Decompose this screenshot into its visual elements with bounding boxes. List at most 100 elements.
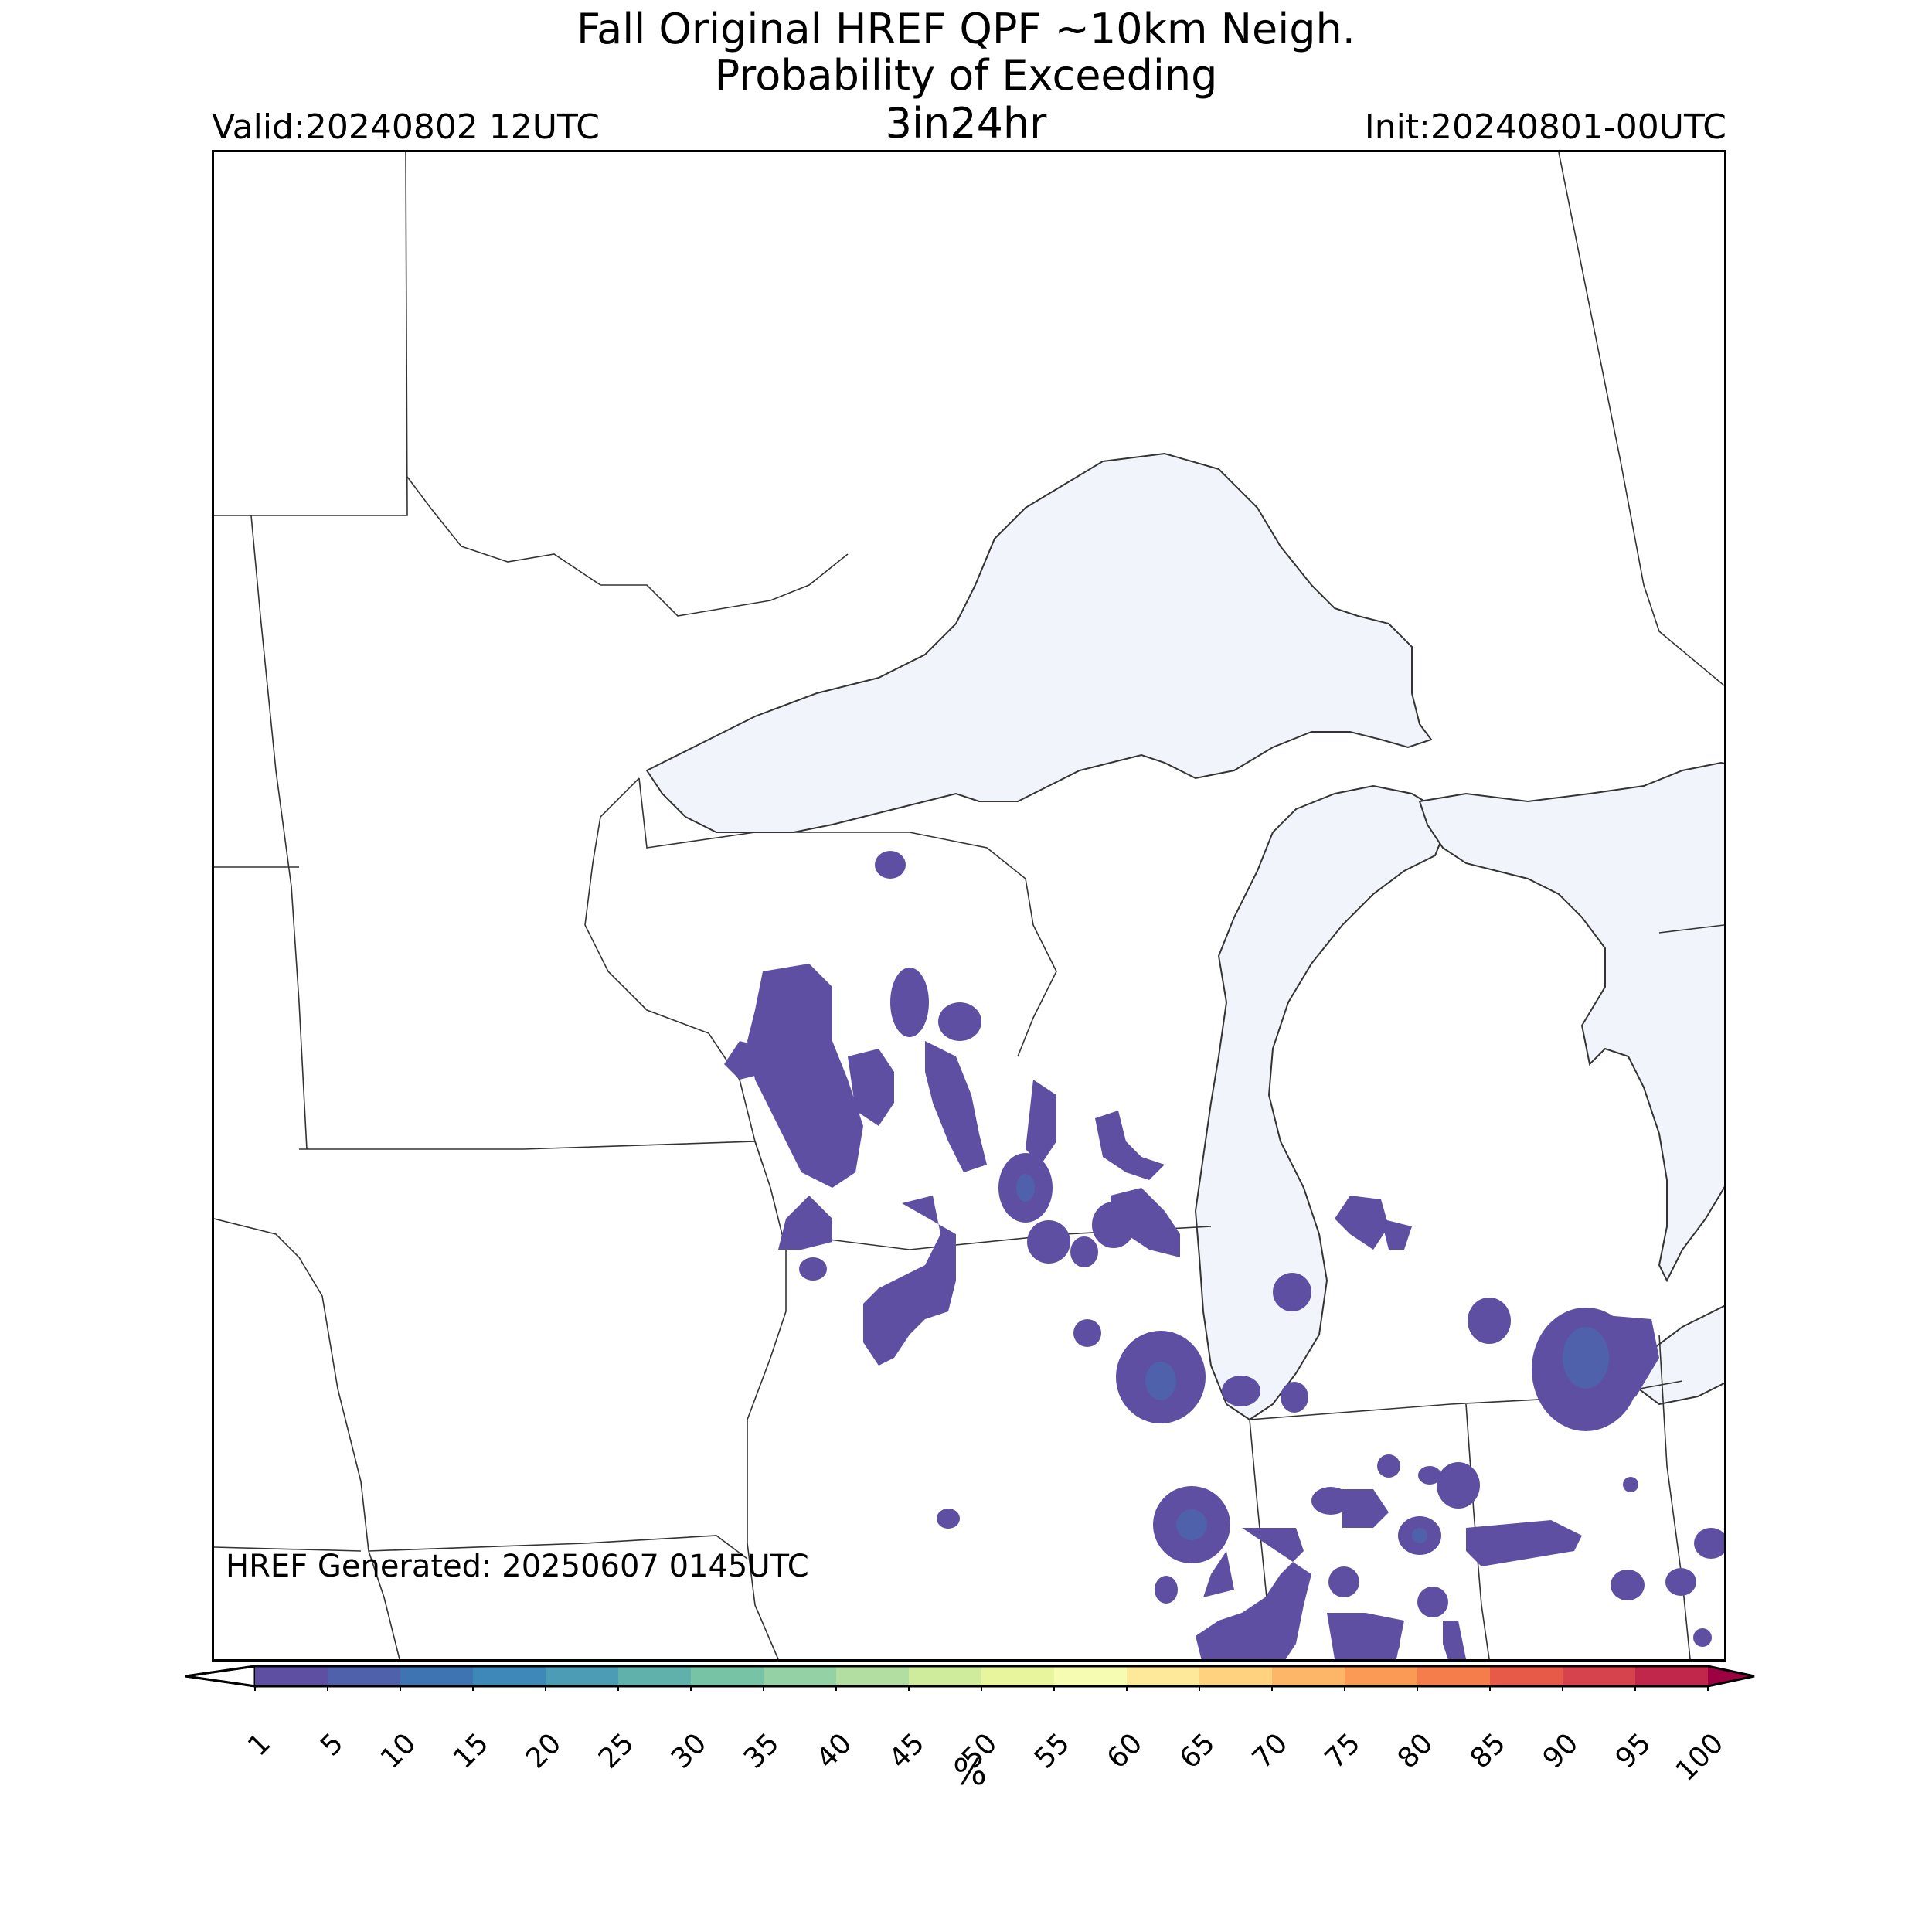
prob-area-high (1412, 1528, 1427, 1543)
prob-area-high (1563, 1327, 1609, 1389)
map-panel[interactable] (212, 150, 1726, 1662)
prob-area (848, 1049, 894, 1126)
colorbar-segment (691, 1666, 764, 1686)
border-line (368, 1535, 748, 1560)
colorbar-tick-label: 60 (1100, 1727, 1149, 1775)
colorbar-segment (1199, 1666, 1273, 1686)
colorbar-under-triangle (185, 1665, 257, 1688)
prob-area (1328, 1566, 1359, 1597)
colorbar-segment (1054, 1666, 1128, 1686)
colorbar-segment (618, 1666, 692, 1686)
colorbar-segment (1490, 1666, 1563, 1686)
colorbar-segment (764, 1666, 837, 1686)
prob-area (1155, 1576, 1178, 1604)
colorbar-tick-label: 70 (1246, 1727, 1294, 1775)
great-lakes (645, 452, 1724, 1421)
prob-area (724, 1041, 770, 1080)
prob-area-high (1016, 1174, 1035, 1202)
colorbar-tick-label: 75 (1318, 1727, 1367, 1775)
colorbar-segment (1635, 1666, 1709, 1686)
prob-area (1342, 1489, 1389, 1528)
prob-area (863, 1196, 956, 1366)
title-line-3: 3in24hr (885, 99, 1047, 148)
prob-area (1611, 1570, 1645, 1600)
colorbar-segment (1127, 1666, 1200, 1686)
prob-area (778, 1196, 832, 1250)
prob-area (1623, 1477, 1638, 1492)
colorbar-tick-label: 5 (315, 1727, 350, 1763)
prob-area (1694, 1528, 1724, 1559)
prob-area (1027, 1220, 1070, 1264)
map-canvas (214, 152, 1724, 1659)
colorbar-tick-label: 35 (737, 1727, 786, 1775)
prob-area (1073, 1319, 1101, 1347)
border-line (638, 777, 1057, 1057)
prob-area (1281, 1382, 1308, 1413)
prob-area (938, 1002, 981, 1041)
prob-area (1222, 1376, 1260, 1406)
prob-area (1026, 1080, 1056, 1165)
colorbar-segment (1345, 1666, 1418, 1686)
colorbar-segment (1417, 1666, 1491, 1686)
colorbar-label: % (953, 1751, 987, 1793)
colorbar-tick-label: 55 (1028, 1727, 1077, 1775)
colorbar-tick-label: 45 (883, 1727, 931, 1775)
colorbar-segment (1563, 1666, 1636, 1686)
colorbar-tick-label: 10 (374, 1727, 423, 1775)
lake-erie (1627, 1304, 1724, 1406)
colorbar-tick-label: 20 (519, 1727, 568, 1775)
prob-area (1111, 1188, 1180, 1257)
probability-areas-higher (1016, 1174, 1609, 1543)
colorbar-segment (328, 1666, 401, 1686)
colorbar-tick-label: 15 (447, 1727, 495, 1775)
title-line-1: Fall Original HREF QPF ~10km Neigh. (577, 5, 1355, 53)
prob-area (1466, 1520, 1582, 1566)
prob-area (747, 964, 863, 1188)
lake-superior (645, 452, 1433, 833)
colorbar-tick-label: 25 (592, 1727, 641, 1775)
title-line-2: Probability of Exceeding (714, 51, 1218, 100)
prob-area (1070, 1236, 1098, 1267)
prob-area (925, 1041, 987, 1172)
prob-area-high (1176, 1509, 1207, 1540)
prob-area (1203, 1551, 1234, 1597)
colorbar (185, 1665, 1755, 1691)
colorbar-segment (981, 1666, 1055, 1686)
border-line (1658, 924, 1724, 934)
colorbar-segment (473, 1666, 546, 1686)
prob-area (1311, 1487, 1350, 1515)
prob-area (1381, 1636, 1400, 1655)
colorbar-tick-label: 1 (242, 1727, 277, 1763)
prob-area (1437, 1462, 1480, 1509)
colorbar-over-triangle (1708, 1666, 1754, 1686)
border-line (214, 1218, 400, 1659)
prob-area (1693, 1628, 1712, 1647)
init-time-label: Init:20240801-00UTC (1364, 107, 1726, 147)
prob-area (799, 1257, 827, 1281)
generated-label: HREF Generated: 20250607 0145UTC (226, 1549, 809, 1584)
prob-area (937, 1509, 960, 1529)
prob-area (1335, 1196, 1389, 1250)
prob-area (1273, 1273, 1311, 1311)
prob-area (1417, 1587, 1448, 1617)
colorbar-tick-label: 65 (1173, 1727, 1222, 1775)
border-line (299, 1141, 764, 1165)
prob-area (1196, 1528, 1311, 1659)
valid-time-label: Valid:20240802 12UTC (212, 107, 600, 147)
colorbar-tick-label: 85 (1464, 1727, 1512, 1775)
colorbar-tick-label: 80 (1391, 1727, 1440, 1775)
colorbar-tick-label: 95 (1609, 1727, 1658, 1775)
colorbar-segment (1272, 1666, 1345, 1686)
border-line (214, 152, 408, 516)
prob-area (1468, 1298, 1511, 1344)
colorbar-tick-label: 100 (1669, 1727, 1730, 1787)
prob-area (1381, 1219, 1412, 1250)
colorbar-tick-label: 90 (1536, 1727, 1585, 1775)
border-line (1658, 1334, 1691, 1659)
prob-area (1665, 1568, 1696, 1596)
prob-area (1377, 1454, 1400, 1478)
colorbar-tick-label: 40 (810, 1727, 859, 1775)
colorbar-segment (255, 1666, 328, 1686)
colorbar-segment (546, 1666, 619, 1686)
prob-area (1443, 1621, 1466, 1659)
